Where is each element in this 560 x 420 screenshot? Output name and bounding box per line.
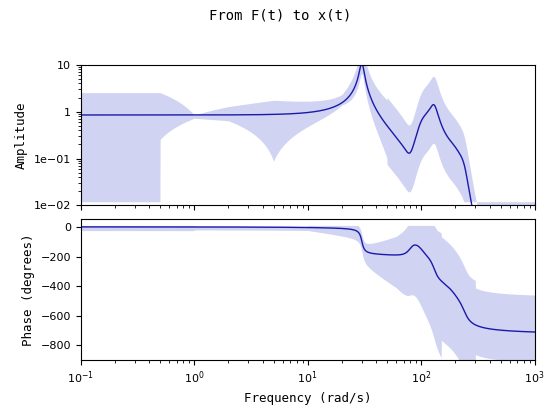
Y-axis label: Amplitude: Amplitude bbox=[15, 101, 28, 169]
Y-axis label: Phase (degrees): Phase (degrees) bbox=[22, 234, 35, 346]
X-axis label: Frequency (rad/s): Frequency (rad/s) bbox=[244, 392, 371, 405]
Text: From F(t) to x(t): From F(t) to x(t) bbox=[209, 8, 351, 22]
